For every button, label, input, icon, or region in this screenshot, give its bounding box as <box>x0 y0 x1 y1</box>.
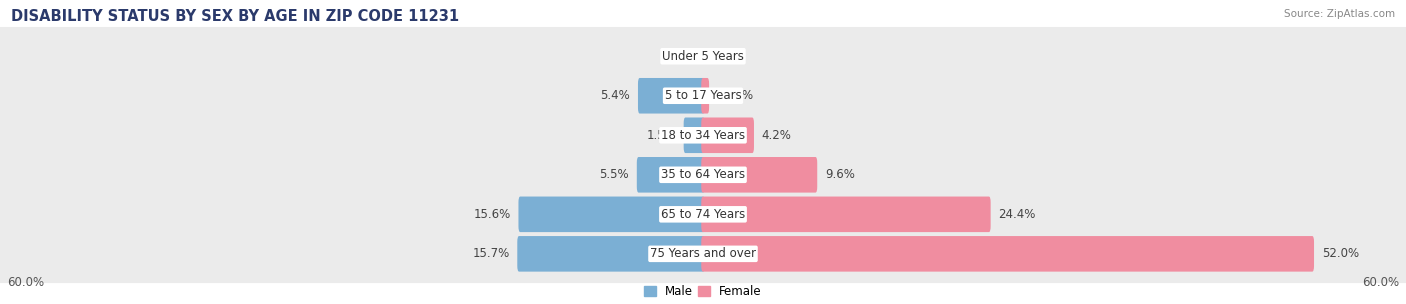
Text: DISABILITY STATUS BY SEX BY AGE IN ZIP CODE 11231: DISABILITY STATUS BY SEX BY AGE IN ZIP C… <box>11 9 460 24</box>
Text: 4.2%: 4.2% <box>762 129 792 142</box>
Text: 75 Years and over: 75 Years and over <box>650 247 756 260</box>
Text: 15.7%: 15.7% <box>472 247 510 260</box>
FancyBboxPatch shape <box>0 67 1406 125</box>
Text: 9.6%: 9.6% <box>825 168 855 181</box>
Text: 52.0%: 52.0% <box>1322 247 1358 260</box>
FancyBboxPatch shape <box>638 78 704 114</box>
Text: 5 to 17 Years: 5 to 17 Years <box>665 89 741 102</box>
Text: 0.0%: 0.0% <box>713 50 742 63</box>
Text: 1.5%: 1.5% <box>647 129 676 142</box>
FancyBboxPatch shape <box>702 197 991 232</box>
Text: 5.4%: 5.4% <box>600 89 630 102</box>
FancyBboxPatch shape <box>702 236 1315 272</box>
Text: 35 to 64 Years: 35 to 64 Years <box>661 168 745 181</box>
Text: Source: ZipAtlas.com: Source: ZipAtlas.com <box>1284 9 1395 19</box>
Text: 15.6%: 15.6% <box>474 208 510 221</box>
FancyBboxPatch shape <box>517 236 704 272</box>
Legend: Male, Female: Male, Female <box>644 285 762 298</box>
FancyBboxPatch shape <box>702 118 754 153</box>
FancyBboxPatch shape <box>0 27 1406 85</box>
FancyBboxPatch shape <box>519 197 704 232</box>
FancyBboxPatch shape <box>0 146 1406 204</box>
FancyBboxPatch shape <box>0 225 1406 283</box>
FancyBboxPatch shape <box>683 118 704 153</box>
Text: 0.37%: 0.37% <box>717 89 754 102</box>
Text: 65 to 74 Years: 65 to 74 Years <box>661 208 745 221</box>
FancyBboxPatch shape <box>637 157 704 193</box>
Text: 60.0%: 60.0% <box>1362 276 1399 289</box>
FancyBboxPatch shape <box>702 157 817 193</box>
Text: 24.4%: 24.4% <box>998 208 1036 221</box>
Text: Under 5 Years: Under 5 Years <box>662 50 744 63</box>
FancyBboxPatch shape <box>0 106 1406 164</box>
Text: 5.5%: 5.5% <box>599 168 630 181</box>
FancyBboxPatch shape <box>702 78 709 114</box>
Text: 18 to 34 Years: 18 to 34 Years <box>661 129 745 142</box>
FancyBboxPatch shape <box>0 185 1406 244</box>
Text: 0.0%: 0.0% <box>664 50 693 63</box>
Text: 60.0%: 60.0% <box>7 276 44 289</box>
